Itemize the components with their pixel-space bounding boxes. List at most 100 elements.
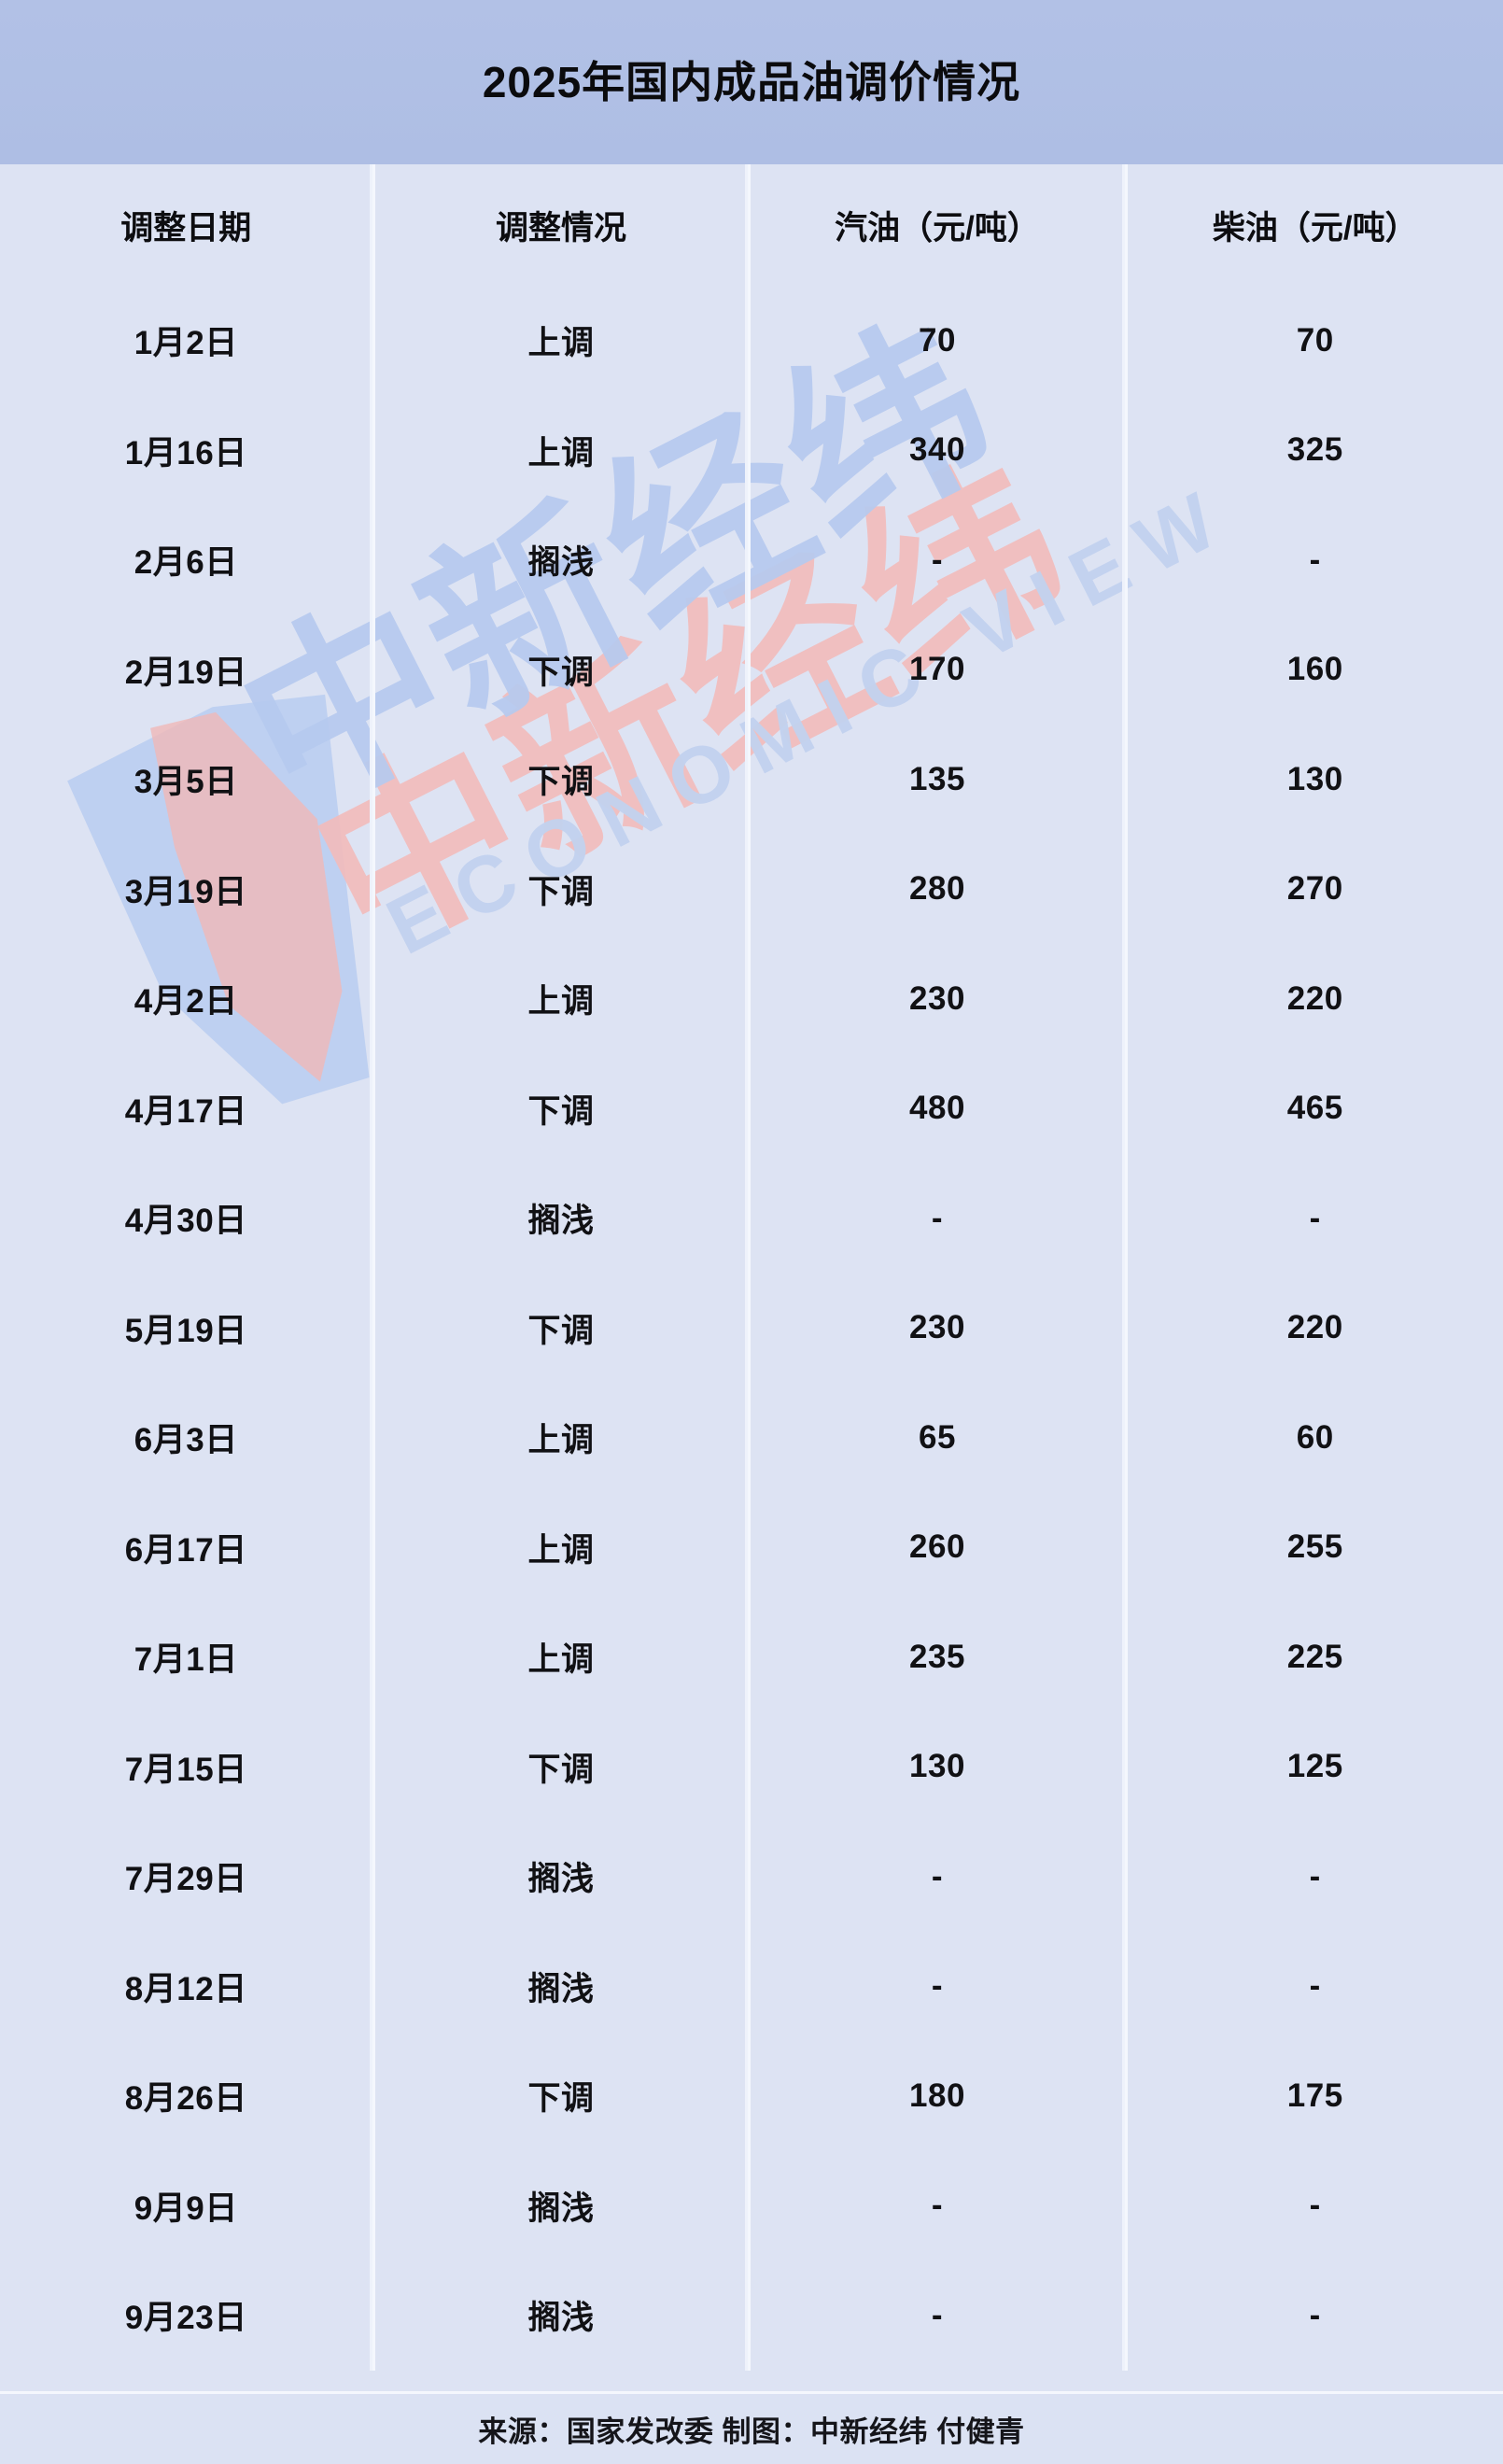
- cell-gasoline-value: -: [749, 2260, 1128, 2371]
- cell-date: 7月1日: [0, 1602, 375, 1712]
- cell-date: 3月5日: [0, 725, 375, 835]
- column-header-diesel: 柴油（元/吨）: [1212, 209, 1418, 246]
- cell-adjustment-kind: 下调: [373, 1053, 751, 1163]
- table-row: 1月2日 上调 70 70: [0, 286, 1503, 396]
- cell-adjustment-kind: 搁浅: [373, 2260, 751, 2371]
- table-header-row: 调整日期 调整情况 汽油（元/吨） 柴油（元/吨）: [0, 164, 1503, 286]
- cell-diesel-value: 270: [1286, 870, 1343, 908]
- cell-adjustment-kind: 上调: [373, 1383, 751, 1493]
- table-row: 2月6日 搁浅 - -: [0, 505, 1503, 615]
- cell-date: 8月12日: [0, 1931, 375, 2041]
- cell-date: 6月17日: [0, 1492, 375, 1602]
- cell-diesel-value: -: [1309, 2296, 1321, 2333]
- cell-adjustment-kind: 下调: [373, 1711, 751, 1822]
- cell-date: 8月26日: [0, 2041, 375, 2151]
- cell-gasoline-value: 170: [749, 614, 1128, 725]
- cell-diesel-value: 125: [1286, 1748, 1343, 1785]
- cell-date: 4月17日: [0, 1053, 375, 1163]
- table-row: 4月2日 上调 230 220: [0, 944, 1503, 1054]
- table-row: 1月16日 上调 340 325: [0, 395, 1503, 505]
- source-credit-text: 来源：国家发改委 制图：中新经纬 付健青: [478, 2415, 1025, 2448]
- cell-diesel-value: 220: [1286, 979, 1343, 1017]
- cell-diesel-value: 70: [1296, 321, 1334, 359]
- cell-diesel-value: -: [1309, 541, 1321, 578]
- cell-gasoline-value: 480: [749, 1053, 1128, 1163]
- cell-gasoline-value: 180: [749, 2041, 1128, 2151]
- table-row: 4月17日 下调 480 465: [0, 1053, 1503, 1163]
- cell-date: 4月30日: [0, 1163, 375, 1274]
- cell-gasoline-value: 280: [749, 834, 1128, 944]
- cell-date: 4月2日: [0, 944, 375, 1054]
- cell-adjustment-kind: 搁浅: [373, 1822, 751, 1932]
- cell-diesel-value: 465: [1286, 1090, 1343, 1127]
- table-row: 8月26日 下调 180 175: [0, 2041, 1503, 2151]
- cell-diesel-value: 130: [1286, 760, 1343, 797]
- cell-adjustment-kind: 上调: [373, 944, 751, 1054]
- cell-date: 7月15日: [0, 1711, 375, 1822]
- cell-gasoline-value: 260: [749, 1492, 1128, 1602]
- table-row: 8月12日 搁浅 - -: [0, 1931, 1503, 2041]
- table-row: 5月19日 下调 230 220: [0, 1273, 1503, 1383]
- cell-gasoline-value: 235: [749, 1602, 1128, 1712]
- column-header-kind: 调整情况: [373, 164, 751, 286]
- cell-diesel-value: 255: [1286, 1528, 1343, 1566]
- cell-date: 7月29日: [0, 1822, 375, 1932]
- cell-adjustment-kind: 搁浅: [373, 505, 751, 615]
- table-row: 4月30日 搁浅 - -: [0, 1163, 1503, 1274]
- table-body: 1月2日 上调 70 70 1月16日 上调 340 325 2月6日 搁浅 - -2月19日 下调 17…: [0, 286, 1503, 2371]
- footer-bar: 来源：国家发改委 制图：中新经纬 付健青: [0, 2394, 1503, 2464]
- cell-diesel-value: 175: [1286, 2077, 1343, 2114]
- cell-gasoline-value: 230: [749, 1273, 1128, 1383]
- cell-adjustment-kind: 下调: [373, 834, 751, 944]
- cell-diesel-value: 325: [1286, 431, 1343, 469]
- cell-gasoline-value: -: [749, 505, 1128, 615]
- cell-gasoline-value: 340: [749, 395, 1128, 505]
- table-row: 6月3日 上调 65 60: [0, 1383, 1503, 1493]
- cell-diesel-value: 160: [1286, 651, 1343, 688]
- cell-date: 2月6日: [0, 505, 375, 615]
- cell-gasoline-value: -: [749, 1163, 1128, 1274]
- cell-adjustment-kind: 搁浅: [373, 1163, 751, 1274]
- cell-gasoline-value: 65: [749, 1383, 1128, 1493]
- price-adjustment-table: 调整日期 调整情况 汽油（元/吨） 柴油（元/吨） 1月2日 上调 70 70 1月16…: [0, 164, 1503, 2371]
- cell-adjustment-kind: 搁浅: [373, 2150, 751, 2260]
- cell-diesel-value: 60: [1296, 1418, 1334, 1456]
- cell-gasoline-value: -: [749, 1931, 1128, 2041]
- table-row: 3月5日 下调 135 130: [0, 725, 1503, 835]
- cell-adjustment-kind: 下调: [373, 1273, 751, 1383]
- cell-diesel-value: -: [1309, 1199, 1321, 1236]
- cell-diesel-value: 220: [1286, 1309, 1343, 1346]
- cell-date: 6月3日: [0, 1383, 375, 1493]
- table-row: 7月1日 上调 235 225: [0, 1602, 1503, 1712]
- cell-gasoline-value: 230: [749, 944, 1128, 1054]
- table-header: 调整日期 调整情况 汽油（元/吨） 柴油（元/吨）: [0, 164, 1503, 286]
- cell-adjustment-kind: 上调: [373, 395, 751, 505]
- cell-adjustment-kind: 上调: [373, 286, 751, 396]
- cell-date: 1月2日: [0, 286, 375, 396]
- cell-adjustment-kind: 上调: [373, 1602, 751, 1712]
- page-title: 2025年国内成品油调价情况: [482, 58, 1021, 106]
- cell-gasoline-value: -: [749, 1822, 1128, 1932]
- cell-diesel-value: -: [1309, 1967, 1321, 2005]
- cell-adjustment-kind: 搁浅: [373, 1931, 751, 2041]
- cell-date: 5月19日: [0, 1273, 375, 1383]
- column-header-gasoline: 汽油（元/吨）: [749, 164, 1128, 286]
- table-row: 3月19日 下调 280 270: [0, 834, 1503, 944]
- cell-gasoline-value: 130: [749, 1711, 1128, 1822]
- cell-adjustment-kind: 下调: [373, 614, 751, 725]
- cell-adjustment-kind: 下调: [373, 725, 751, 835]
- title-band: 2025年国内成品油调价情况: [0, 0, 1503, 164]
- cell-gasoline-value: 135: [749, 725, 1128, 835]
- cell-date: 2月19日: [0, 614, 375, 725]
- table-row: 7月15日 下调 130 125: [0, 1711, 1503, 1822]
- cell-diesel-value: 225: [1286, 1638, 1343, 1675]
- column-header-date: 调整日期: [0, 164, 375, 286]
- cell-diesel-value: -: [1309, 2187, 1321, 2224]
- cell-date: 3月19日: [0, 834, 375, 944]
- table-container: 调整日期 调整情况 汽油（元/吨） 柴油（元/吨） 1月2日 上调 70 70 1月16…: [0, 164, 1503, 2371]
- cell-date: 9月23日: [0, 2260, 375, 2371]
- table-row: 2月19日 下调 170 160: [0, 614, 1503, 725]
- cell-date: 1月16日: [0, 395, 375, 505]
- table-row: 7月29日 搁浅 - -: [0, 1822, 1503, 1932]
